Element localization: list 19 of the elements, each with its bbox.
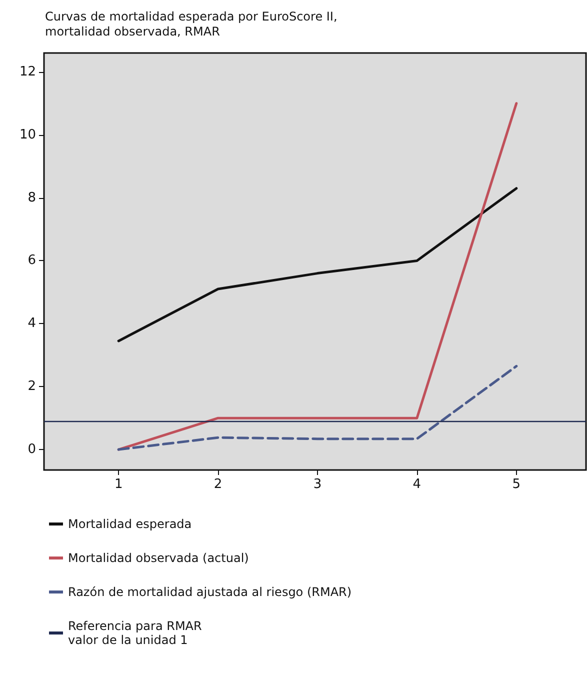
x-tick-label: 2 — [214, 477, 222, 492]
x-tick-label: 1 — [114, 477, 123, 492]
y-tick-label: 0 — [28, 442, 36, 458]
legend-label: Mortalidad esperada — [68, 517, 192, 531]
x-tick-label: 3 — [313, 477, 322, 492]
legend-label: Razón de mortalidad ajustada al riesgo (RMAR) — [68, 585, 352, 599]
line-series — [117, 364, 518, 451]
y-tick-label: 8 — [28, 190, 36, 206]
y-tick-label: 12 — [19, 64, 36, 80]
x-tick-label: 5 — [512, 477, 521, 492]
chart-title: Curvas de mortalidad esperada por EuroScore II, mortalidad observada, RMAR — [45, 10, 338, 38]
y-tick-label: 4 — [28, 316, 36, 332]
x-tick-label: 4 — [412, 477, 422, 492]
y-tick-label: 2 — [28, 379, 36, 394]
legend-label: Mortalidad observada (actual) — [68, 551, 249, 565]
y-tick-label: 10 — [19, 127, 36, 142]
line-series — [117, 187, 518, 342]
legend-label: Referencia para RMAR valor de la unidad 1 — [68, 619, 202, 647]
y-tick-label: 6 — [28, 253, 36, 268]
